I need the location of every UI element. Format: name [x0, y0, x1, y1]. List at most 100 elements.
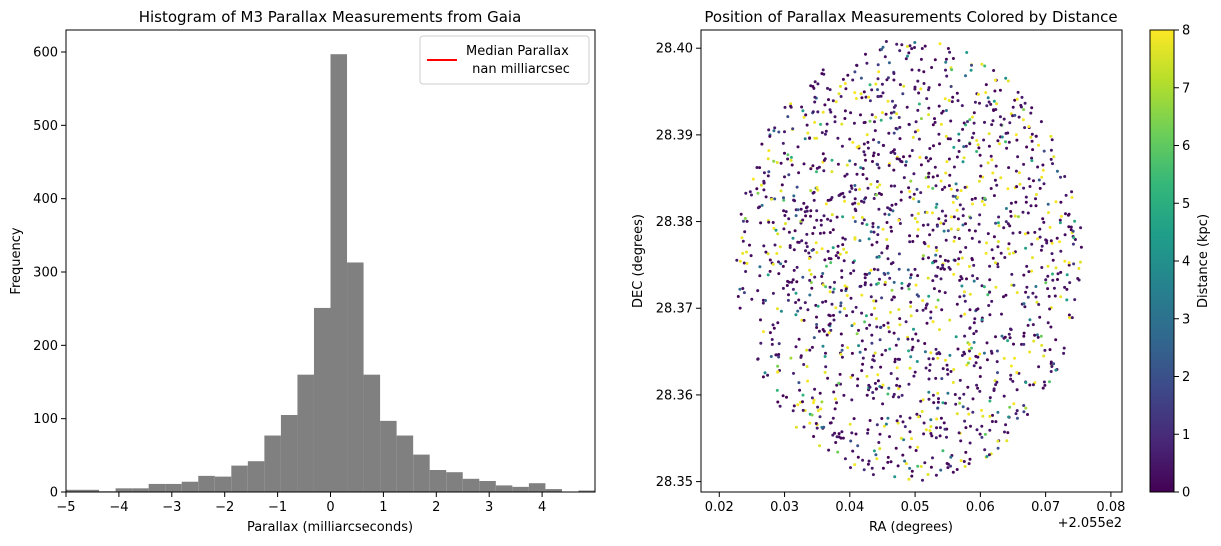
scatter-point [1034, 193, 1038, 196]
scatter-point [988, 396, 992, 400]
scatter-point [923, 44, 927, 48]
scatter-point [809, 281, 813, 284]
scatter-point [919, 87, 923, 91]
histogram-x-tick-label: −1 [268, 500, 287, 515]
scatter-x-tick-label: 0.06 [966, 500, 995, 515]
scatter-point [741, 287, 745, 290]
scatter-point [783, 214, 787, 217]
scatter-point [987, 453, 991, 457]
scatter-point [952, 215, 956, 219]
scatter-point [995, 349, 999, 353]
histogram-title: Histogram of M3 Parallax Measurements fr… [139, 8, 522, 26]
scatter-point [1030, 156, 1034, 160]
scatter-point [985, 455, 989, 458]
scatter-point [953, 258, 957, 262]
scatter-point [864, 196, 868, 200]
scatter-point [791, 287, 795, 291]
scatter-point [969, 424, 972, 428]
scatter-point [778, 404, 782, 408]
scatter-point [915, 360, 919, 363]
scatter-point [869, 295, 873, 299]
scatter-point [868, 99, 872, 103]
scatter-point [976, 386, 980, 390]
scatter-point [776, 364, 780, 368]
scatter-point [888, 435, 891, 439]
scatter-point [801, 275, 805, 279]
scatter-point [889, 460, 893, 464]
scatter-point [890, 203, 894, 207]
scatter-point [741, 251, 745, 255]
scatter-point [814, 422, 818, 425]
scatter-chart: Position of Parallax Measurements Colore… [631, 8, 1125, 535]
scatter-point [929, 157, 933, 161]
scatter-point [975, 277, 979, 280]
scatter-point [813, 80, 817, 84]
scatter-point [938, 289, 941, 293]
scatter-point [1011, 251, 1015, 255]
scatter-point [804, 241, 808, 245]
scatter-point [815, 136, 819, 140]
scatter-point [845, 163, 849, 167]
scatter-point [946, 368, 949, 372]
scatter-point [1027, 270, 1031, 274]
scatter-point [1079, 260, 1082, 264]
scatter-point [858, 350, 862, 354]
scatter-point [834, 306, 838, 310]
scatter-point [851, 310, 855, 314]
scatter-point [1059, 175, 1062, 179]
scatter-point [909, 300, 913, 304]
scatter-point [996, 410, 1000, 414]
scatter-point [776, 370, 780, 374]
scatter-point [1044, 238, 1048, 242]
scatter-point [997, 224, 1001, 228]
scatter-point [951, 470, 955, 474]
scatter-point [870, 466, 874, 470]
scatter-point [938, 426, 942, 430]
scatter-point [1031, 291, 1035, 295]
scatter-point [771, 221, 775, 224]
scatter-point [939, 468, 943, 472]
scatter-point [1022, 186, 1026, 190]
scatter-point [843, 117, 847, 120]
scatter-point [771, 323, 775, 327]
scatter-point [840, 144, 844, 148]
scatter-point [1059, 200, 1063, 204]
scatter-point [786, 115, 790, 119]
scatter-point [867, 459, 871, 463]
scatter-point [848, 137, 852, 141]
scatter-point [826, 198, 830, 202]
scatter-point [946, 466, 950, 470]
scatter-point [815, 170, 818, 174]
scatter-point [1018, 182, 1022, 186]
scatter-point [787, 173, 791, 177]
scatter-point [763, 371, 767, 375]
scatter-point [792, 371, 795, 375]
scatter-point [898, 83, 902, 87]
scatter-point [908, 240, 912, 244]
scatter-point [813, 387, 817, 391]
scatter-point [818, 415, 822, 419]
scatter-point [833, 407, 837, 411]
scatter-point [983, 432, 987, 436]
scatter-point [971, 410, 975, 414]
scatter-y-tick-label: 28.38 [656, 215, 693, 230]
scatter-point [1016, 215, 1020, 219]
scatter-point [818, 231, 822, 235]
scatter-point [968, 457, 972, 461]
scatter-point [1004, 207, 1008, 210]
scatter-point [1004, 140, 1007, 144]
scatter-point [1027, 177, 1031, 181]
scatter-point [762, 244, 766, 248]
scatter-point [839, 304, 843, 308]
scatter-point [944, 134, 948, 138]
scatter-point [777, 130, 781, 134]
scatter-y-tick-label: 28.37 [656, 302, 693, 317]
scatter-point [989, 349, 993, 353]
scatter-point [1005, 439, 1009, 443]
scatter-point [925, 302, 929, 306]
scatter-point [917, 91, 921, 95]
scatter-point [832, 313, 835, 317]
scatter-point [970, 63, 973, 67]
scatter-point [760, 142, 764, 146]
scatter-point [916, 212, 920, 216]
